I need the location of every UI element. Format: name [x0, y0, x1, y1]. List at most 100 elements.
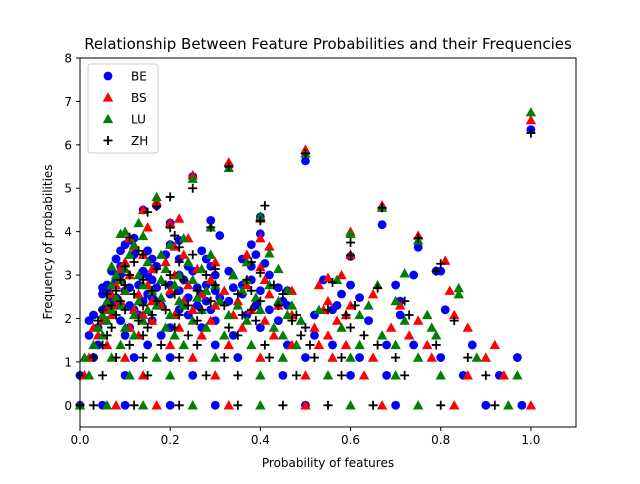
data-point-zh — [134, 316, 144, 326]
data-point-be — [210, 340, 220, 350]
data-point-zh — [192, 286, 202, 296]
data-point-bs — [268, 330, 280, 340]
data-point-lu — [178, 232, 189, 243]
data-point-zh — [183, 300, 193, 310]
data-point-bs — [525, 114, 537, 125]
data-point-be — [116, 246, 125, 256]
y-tick-label: 0 — [64, 399, 72, 413]
data-point-lu — [178, 339, 189, 350]
data-point-zh — [156, 340, 166, 350]
data-point-lu — [390, 339, 401, 350]
data-point-bs — [426, 352, 437, 362]
legend-marker-bs — [102, 92, 114, 102]
data-point-bs — [462, 322, 473, 332]
data-point-zh — [138, 330, 148, 340]
data-point-bs — [403, 330, 415, 340]
data-point-zh — [125, 340, 135, 350]
data-point-lu — [399, 315, 410, 325]
data-point-zh — [219, 300, 229, 310]
data-point-lu — [124, 370, 135, 380]
data-point-zh — [111, 310, 121, 320]
data-point-zh — [337, 353, 347, 363]
data-point-zh — [328, 277, 338, 287]
data-point-lu — [110, 269, 122, 280]
data-point-lu — [345, 228, 356, 238]
data-point-zh — [89, 400, 99, 410]
data-point-lu — [128, 239, 140, 249]
data-point-lu — [164, 309, 176, 320]
data-point-lu — [277, 330, 289, 340]
data-point-bs — [340, 339, 352, 350]
data-point-zh — [174, 257, 184, 267]
data-point-be — [310, 331, 319, 340]
data-point-zh — [102, 289, 112, 299]
data-point-lu — [137, 279, 149, 290]
data-point-zh — [233, 370, 243, 380]
data-point-lu — [137, 315, 149, 325]
data-point-zh — [116, 275, 126, 285]
data-point-lu — [295, 315, 307, 325]
data-point-lu — [155, 274, 167, 284]
data-point-lu — [422, 309, 433, 320]
data-point-zh — [323, 400, 333, 410]
data-point-bs — [313, 279, 325, 290]
data-point-be — [183, 293, 193, 303]
data-point-be — [111, 254, 121, 264]
data-point-zh — [260, 201, 270, 211]
data-point-zh — [192, 340, 202, 350]
data-point-lu — [79, 352, 90, 362]
data-point-lu — [345, 400, 356, 410]
data-point-be — [260, 258, 270, 268]
data-point-zh — [210, 280, 220, 290]
data-point-be — [382, 370, 392, 380]
data-point-bs — [101, 339, 113, 350]
y-tick-label: 4 — [64, 225, 72, 239]
data-point-lu — [137, 230, 149, 241]
data-point-bs — [412, 315, 424, 325]
y-tick-label: 1 — [64, 355, 72, 369]
data-point-zh — [368, 400, 378, 410]
data-point-lu — [133, 269, 144, 280]
data-point-lu — [273, 295, 284, 306]
data-point-lu — [268, 322, 280, 332]
data-point-lu — [192, 292, 203, 302]
data-point-be — [215, 231, 225, 240]
data-point-bs — [187, 352, 198, 362]
data-point-zh — [129, 289, 139, 299]
data-point-zh — [98, 370, 108, 380]
data-point-zh — [526, 128, 536, 138]
legend-item-lu: LU — [102, 113, 146, 127]
data-point-zh — [206, 222, 216, 232]
data-point-be — [264, 270, 274, 280]
data-point-bs — [525, 400, 537, 410]
data-point-zh — [138, 275, 148, 285]
data-point-be — [210, 270, 220, 280]
data-point-zh — [346, 251, 356, 261]
data-point-bs — [255, 232, 266, 243]
data-point-zh — [210, 264, 220, 274]
data-point-be — [120, 400, 130, 410]
data-point-bs — [223, 156, 234, 167]
series-zh — [75, 128, 536, 410]
data-point-zh — [170, 323, 180, 333]
y-tick-label: 3 — [64, 269, 72, 283]
data-point-be — [382, 340, 392, 350]
data-point-lu — [106, 261, 117, 271]
data-point-be — [467, 340, 477, 350]
data-point-zh — [179, 275, 189, 285]
y-tick-label: 6 — [64, 138, 72, 152]
data-point-zh — [431, 340, 441, 350]
data-point-bs — [137, 309, 149, 320]
data-point-be — [165, 400, 175, 410]
data-point-bs — [151, 400, 162, 410]
data-point-zh — [377, 203, 387, 213]
data-point-zh — [98, 305, 108, 315]
data-point-bs — [358, 370, 370, 380]
data-point-lu — [205, 249, 216, 259]
data-point-be — [197, 246, 207, 256]
data-point-bs — [422, 339, 433, 350]
data-point-bs — [106, 309, 117, 320]
data-point-lu — [390, 295, 401, 306]
data-point-zh — [242, 275, 252, 285]
data-point-lu — [151, 191, 162, 202]
